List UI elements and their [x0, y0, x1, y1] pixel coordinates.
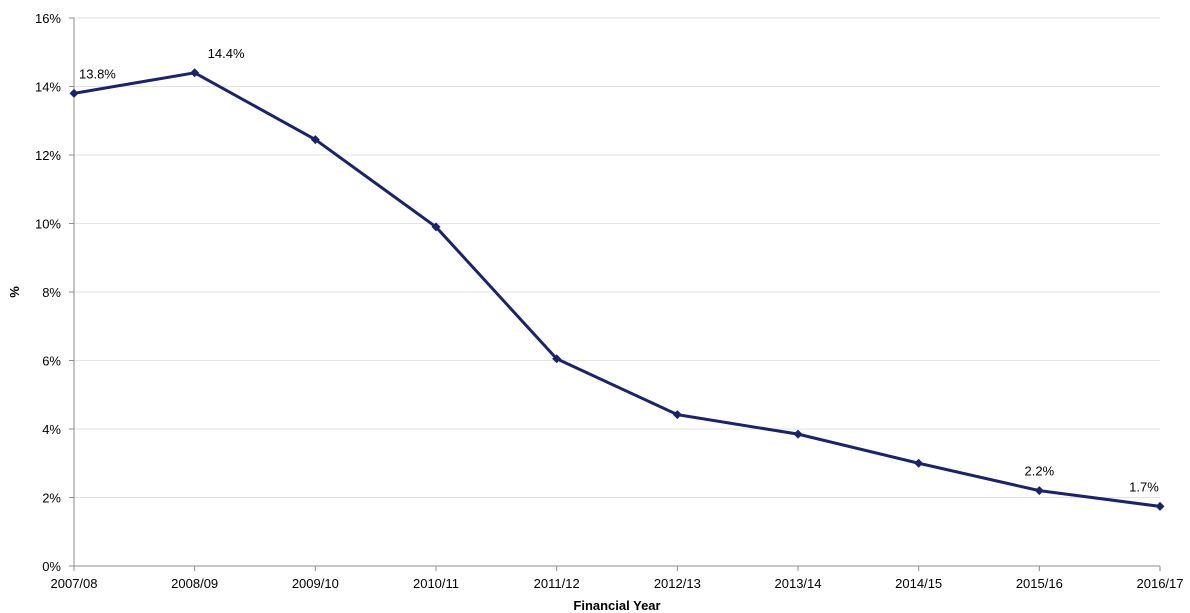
data-label: 2.2%: [1025, 464, 1055, 479]
series-group: [69, 68, 1165, 511]
data-point: [552, 354, 562, 364]
x-axis-label: Financial Year: [573, 598, 660, 613]
y-tick-label: 4%: [42, 422, 61, 437]
x-tick-label: 2007/08: [51, 576, 98, 591]
y-tick-label: 6%: [42, 354, 61, 369]
grid-lines: [74, 17, 1160, 498]
series-line: [73, 71, 1161, 508]
data-point: [69, 88, 79, 98]
axes: [69, 17, 1161, 571]
data-label: 1.7%: [1129, 479, 1159, 494]
y-axis-label: %: [7, 286, 22, 298]
data-label: 13.8%: [79, 66, 116, 81]
data-point: [431, 222, 441, 232]
data-point: [914, 458, 924, 468]
x-tick-label: 2014/15: [895, 576, 942, 591]
x-tick-labels: 2007/08 2008/09 2009/10 2010/11 2011/12 2012/…: [51, 576, 1184, 591]
data-point: [793, 429, 803, 439]
x-tick-label: 2008/09: [171, 576, 218, 591]
y-tick-label: 16%: [35, 11, 61, 26]
y-tick-label: 2%: [42, 491, 61, 506]
data-point: [190, 68, 200, 78]
y-tick-labels: 0% 2% 4% 6% 8% 10% 12% 14% 16%: [35, 11, 61, 574]
data-label: 14.4%: [208, 46, 245, 61]
x-tick-label: 2011/12: [534, 576, 580, 591]
y-tick-label: 14%: [35, 80, 61, 95]
x-tick-label: 2009/10: [292, 576, 339, 591]
y-tick-label: 12%: [35, 148, 61, 163]
y-tick-label: 8%: [42, 285, 61, 300]
y-tick-label: 10%: [35, 217, 61, 232]
data-labels: 13.8% 14.4% 2.2% 1.7%: [79, 46, 1159, 495]
x-tick-label: 2013/14: [775, 576, 822, 591]
x-tick-label: 2016/17: [1137, 576, 1184, 591]
x-tick-label: 2012/13: [654, 576, 701, 591]
data-point: [1034, 486, 1044, 496]
data-point: [1155, 501, 1165, 511]
x-tick-label: 2015/16: [1016, 576, 1063, 591]
x-tick-label: 2010/11: [413, 576, 459, 591]
data-point: [310, 135, 320, 145]
data-point: [672, 410, 682, 420]
y-tick-label: 0%: [42, 559, 61, 574]
